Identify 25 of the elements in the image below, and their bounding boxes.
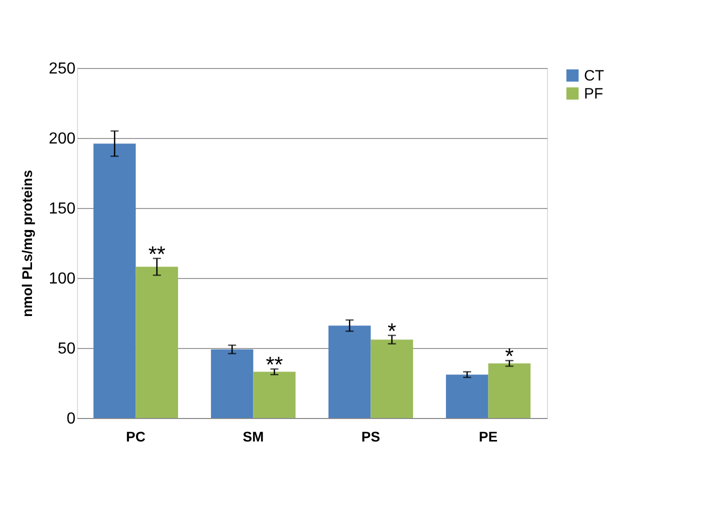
y-tick-label: 50 bbox=[58, 340, 76, 358]
bar bbox=[210, 349, 254, 418]
bar bbox=[93, 144, 136, 418]
bar bbox=[136, 266, 178, 418]
annotation: ** bbox=[266, 352, 284, 377]
annotation: * bbox=[505, 344, 514, 369]
y-tick-label: 250 bbox=[48, 60, 76, 78]
y-tick-label: 150 bbox=[48, 200, 76, 218]
bar bbox=[253, 372, 296, 418]
bar bbox=[328, 326, 371, 418]
bar bbox=[446, 374, 488, 418]
y-tick-label: 100 bbox=[48, 270, 76, 288]
annotation: * bbox=[388, 318, 397, 344]
y-tick-label: 0 bbox=[66, 410, 76, 428]
x-tick-label: PC bbox=[126, 428, 146, 444]
bar bbox=[370, 340, 414, 418]
x-tick-label: PE bbox=[478, 428, 498, 444]
y-axis-title: nmol PLs/mg proteins bbox=[18, 170, 35, 318]
bar bbox=[488, 363, 531, 418]
annotation: ** bbox=[148, 241, 166, 266]
x-tick-label: SM bbox=[242, 428, 264, 444]
legend-label: CT bbox=[584, 68, 604, 84]
legend-label: PF bbox=[584, 86, 604, 102]
x-tick-label: PS bbox=[361, 428, 380, 444]
y-tick-label: 200 bbox=[48, 130, 76, 148]
